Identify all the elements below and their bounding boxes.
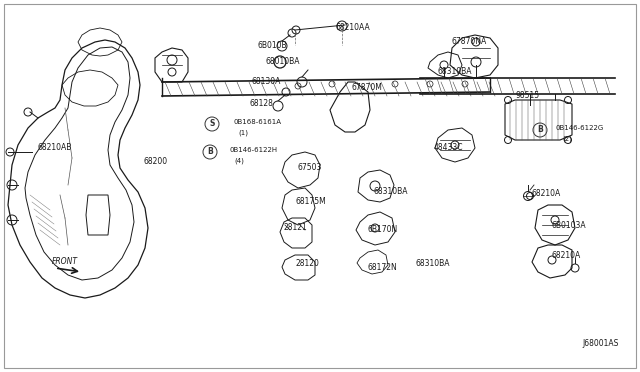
Text: (1): (1) [238,130,248,136]
Text: 0B168-6161A: 0B168-6161A [234,119,282,125]
Text: 0B146-6122G: 0B146-6122G [556,125,604,131]
Text: 68010BA: 68010BA [265,58,300,67]
Text: 67870NA: 67870NA [452,38,487,46]
Text: (4): (4) [234,158,244,164]
Text: 68210AB: 68210AB [38,144,72,153]
Text: 68128: 68128 [249,99,273,109]
Text: FRONT: FRONT [52,257,78,266]
Text: 68172N: 68172N [368,263,397,273]
Text: 6B170N: 6B170N [368,225,398,234]
Text: (2): (2) [562,136,572,142]
Text: J68001AS: J68001AS [582,340,618,349]
Text: 68210A: 68210A [551,251,580,260]
Text: 68310BA: 68310BA [416,260,451,269]
Text: 67503: 67503 [298,164,323,173]
Text: 67870M: 67870M [352,83,383,93]
Text: S: S [209,119,214,128]
Text: 0B146-6122H: 0B146-6122H [230,147,278,153]
Text: 98515: 98515 [516,92,540,100]
Text: 6B0103A: 6B0103A [551,221,586,231]
Text: 68310BA: 68310BA [374,187,408,196]
Text: 68210A: 68210A [532,189,561,199]
Text: 48433C: 48433C [434,144,463,153]
Text: 68210AA: 68210AA [335,23,370,32]
Text: 28121: 28121 [284,224,308,232]
Text: B: B [207,148,213,157]
Text: 68310BA: 68310BA [438,67,472,77]
Text: 68130A: 68130A [252,77,282,87]
Text: 68200: 68200 [143,157,167,167]
Text: 68175M: 68175M [296,198,327,206]
Text: B: B [537,125,543,135]
Text: 28120: 28120 [295,260,319,269]
Text: 6B010B: 6B010B [258,42,287,51]
